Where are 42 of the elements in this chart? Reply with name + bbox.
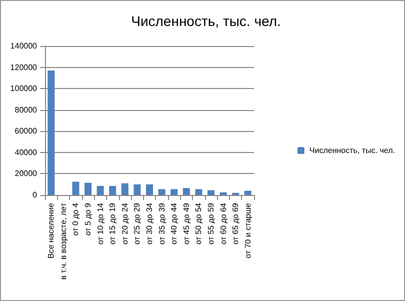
x-tick-label: от 55 до 59 bbox=[206, 202, 216, 245]
bar bbox=[158, 189, 166, 195]
x-tick-label: от 50 до 54 bbox=[194, 202, 204, 245]
x-tick-label: от 20 до 24 bbox=[120, 202, 130, 245]
y-tick-label: 140000 bbox=[10, 42, 38, 50]
x-tick-label: от 60 до 64 bbox=[218, 202, 228, 245]
bar bbox=[146, 184, 153, 195]
x-tick-label: от 10 до 14 bbox=[96, 202, 105, 245]
x-tick-label: в т.ч. в возрасте, лет bbox=[58, 202, 68, 280]
y-tick-label: 80000 bbox=[14, 105, 38, 114]
y-tick-label: 60000 bbox=[14, 126, 38, 136]
bar bbox=[121, 183, 128, 195]
y-tick-label: 120000 bbox=[10, 62, 38, 72]
y-tick-label: 20000 bbox=[14, 169, 38, 178]
bar bbox=[48, 70, 55, 195]
bar bbox=[84, 182, 92, 195]
x-tick-label: от 70 и старше bbox=[243, 202, 252, 258]
legend-label: Численность, тыс. чел. bbox=[309, 146, 396, 155]
bar bbox=[72, 182, 80, 195]
bar bbox=[134, 184, 141, 195]
y-tick-label: 0 bbox=[32, 190, 38, 200]
x-tick-label: от 40 до 44 bbox=[170, 202, 179, 245]
x-tick-label: от 65 до 69 bbox=[231, 202, 240, 245]
x-tick-label: от 5 до 9 bbox=[84, 202, 93, 236]
bar bbox=[109, 186, 116, 195]
bar bbox=[207, 190, 214, 195]
x-tick-label: от 15 до 19 bbox=[108, 202, 118, 245]
x-tick-label: от 35 до 39 bbox=[157, 202, 166, 245]
x-tick-label: Все население bbox=[46, 202, 56, 259]
bar bbox=[244, 190, 252, 195]
bar bbox=[170, 189, 178, 195]
x-tick-label: от 30 до 34 bbox=[145, 202, 154, 245]
y-tick-label: 100000 bbox=[10, 84, 38, 94]
x-tick-label: от 45 до 49 bbox=[182, 202, 191, 245]
x-tick-label: от 25 до 29 bbox=[132, 202, 142, 245]
bar bbox=[96, 186, 104, 195]
bar bbox=[195, 189, 202, 195]
x-tick-label: от 0 до 4 bbox=[71, 202, 80, 236]
bar bbox=[220, 192, 227, 195]
y-tick-label: 40000 bbox=[14, 148, 38, 157]
bar bbox=[182, 188, 190, 195]
chart-title: Численность, тыс. чел. bbox=[131, 13, 281, 29]
